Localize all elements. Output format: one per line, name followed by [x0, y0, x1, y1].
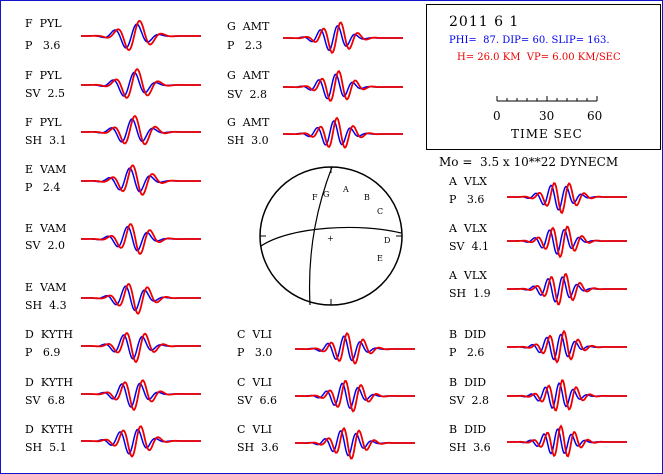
trace-station-label: D KYTH: [25, 376, 73, 389]
trace-station-label: F PYL: [25, 116, 62, 129]
trace-station-label: E VAM: [25, 163, 67, 176]
synthetic-waveform: [295, 380, 415, 413]
center-mark: +: [327, 234, 334, 243]
event-date: 2011 6 1: [449, 14, 520, 30]
trace-phase-label: SH 1.9: [449, 287, 491, 300]
trace-phase-label: P 2.3: [227, 39, 263, 52]
trace-phase-label: SV 2.8: [449, 394, 489, 407]
synthetic-waveform: [295, 426, 415, 460]
synthetic-waveform: [283, 70, 403, 102]
observed-waveform: [81, 382, 201, 408]
trace-phase-label: SH 5.1: [25, 441, 67, 454]
trace-station-label: E VAM: [25, 281, 67, 294]
trace-phase-label: SH 4.3: [25, 299, 67, 312]
time-axis-label: TIME SEC: [511, 127, 583, 141]
focal-sphere: + F G A B C D E: [259, 166, 403, 306]
time-tick-label: 0: [493, 109, 501, 123]
trace-station-label: G AMT: [227, 69, 270, 82]
station-mark-A: A: [342, 185, 349, 194]
synthetic-waveform: [507, 225, 627, 259]
synthetic-waveform: [81, 19, 201, 52]
trace-station-label: C VLI: [237, 328, 273, 341]
trace-phase-label: SV 4.1: [449, 240, 489, 253]
trace-phase-label: P 2.6: [449, 346, 485, 359]
station-mark-F: F: [312, 193, 318, 202]
trace-station-label: A VLX: [449, 269, 488, 282]
synthetic-waveform: [283, 116, 403, 149]
trace-station-label: D KYTH: [25, 328, 73, 341]
synthetic-waveform: [81, 379, 201, 412]
time-scale-ticks: [496, 96, 598, 101]
trace-station-label: F PYL: [25, 69, 62, 82]
trace-station-label: D KYTH: [25, 423, 73, 436]
depth-velocity-params: H= 26.0 KM VP= 6.00 KM/SEC: [457, 52, 621, 63]
synthetic-waveform: [507, 379, 627, 412]
trace-phase-label: P 3.6: [25, 39, 61, 52]
time-scale-bar: [496, 96, 598, 102]
trace-station-label: A VLX: [449, 222, 488, 235]
synthetic-waveform: [81, 114, 201, 146]
nodal-plane-2: [260, 226, 402, 247]
station-mark-E: E: [377, 254, 383, 263]
trace-station-label: C VLI: [237, 423, 273, 436]
focal-mechanism-params: PHI= 87. DIP= 60. SLIP= 163.: [449, 35, 610, 46]
trace-station-label: A VLX: [449, 175, 488, 188]
synthetic-waveform: [507, 182, 627, 215]
trace-station-label: B DID: [449, 328, 487, 341]
synthetic-waveform: [81, 425, 201, 458]
station-mark-G: G: [323, 190, 329, 199]
synthetic-waveform: [507, 272, 627, 306]
synthetic-waveform: [507, 424, 627, 458]
station-mark-B: B: [364, 193, 370, 202]
synthetic-waveform: [295, 331, 415, 365]
trace-station-label: G AMT: [227, 20, 270, 33]
synthetic-waveform: [81, 164, 201, 196]
trace-phase-label: SH 3.1: [25, 134, 67, 147]
event-info-box: 2011 6 1 PHI= 87. DIP= 60. SLIP= 163. H=…: [426, 4, 661, 150]
synthetic-waveform: [81, 332, 201, 364]
trace-phase-label: SV 2.0: [25, 239, 65, 252]
trace-station-label: C VLI: [237, 376, 273, 389]
observed-waveform: [81, 167, 201, 193]
trace-station-label: B DID: [449, 423, 487, 436]
trace-phase-label: SH 3.0: [227, 134, 269, 147]
trace-phase-label: SV 6.8: [25, 394, 65, 407]
seismic-moment: Mo = 3.5 x 10**22 DYNECM: [439, 155, 619, 169]
time-tick-label: 30: [539, 109, 555, 123]
synthetic-waveform: [283, 21, 403, 54]
trace-phase-label: SV 6.6: [237, 394, 277, 407]
trace-phase-label: P 6.9: [25, 346, 61, 359]
nodal-plane-1: [308, 166, 333, 306]
trace-station-label: E VAM: [25, 222, 67, 235]
station-mark-D: D: [384, 236, 390, 245]
trace-phase-label: SV 2.8: [227, 88, 267, 101]
trace-phase-label: P 3.0: [237, 346, 273, 359]
trace-phase-label: SH 3.6: [237, 441, 279, 454]
trace-phase-label: P 3.6: [449, 193, 485, 206]
synthetic-waveform: [81, 223, 201, 256]
station-mark-C: C: [377, 207, 383, 216]
trace-station-label: B DID: [449, 376, 487, 389]
trace-phase-label: P 2.4: [25, 181, 61, 194]
synthetic-waveform: [81, 282, 201, 315]
trace-phase-label: SV 2.5: [25, 87, 65, 100]
trace-station-label: G AMT: [227, 116, 270, 129]
synthetic-waveform: [507, 329, 627, 364]
time-tick-label: 60: [587, 109, 603, 123]
trace-phase-label: SH 3.6: [449, 441, 491, 454]
trace-station-label: F PYL: [25, 17, 62, 30]
synthetic-waveform: [81, 67, 201, 99]
